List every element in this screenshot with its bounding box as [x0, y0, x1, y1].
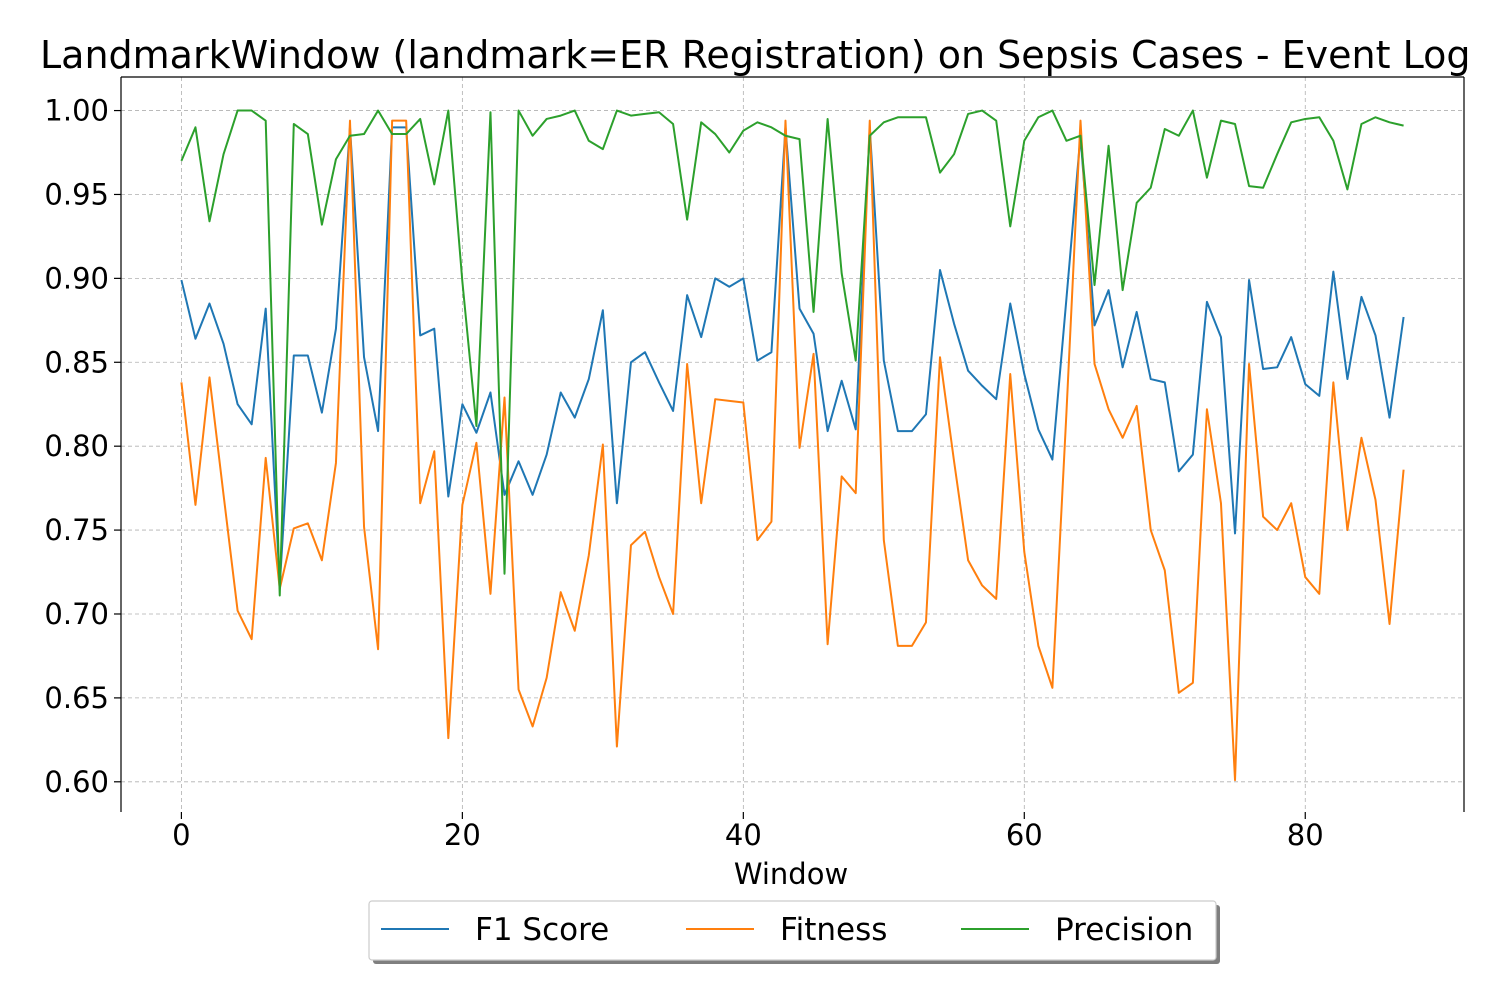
legend-label-f1-score: F1 Score: [475, 912, 609, 948]
axes-spines: [120, 76, 1465, 812]
legend-label-fitness: Fitness: [780, 912, 887, 948]
legend: F1 Score Fitness Precision: [368, 900, 1220, 964]
legend-label-precision: Precision: [1055, 912, 1193, 948]
x-axis-ticks: 0 20 40 60 80: [172, 812, 1324, 852]
y-tick-label: 0.65: [44, 681, 109, 715]
y-tick-label: 0.90: [44, 261, 109, 295]
y-tick-label: 0.60: [44, 765, 109, 799]
legend-box: [368, 900, 1217, 961]
chart-title: LandmarkWindow (landmark=ER Registration…: [40, 33, 1470, 77]
y-tick-label: 0.85: [44, 345, 109, 379]
x-tick-label: 20: [444, 818, 481, 852]
x-axis-label: Window: [734, 857, 848, 891]
y-tick-label: 1.00: [44, 94, 109, 128]
y-axis-ticks: 0.60 0.65 0.70 0.75 0.80 0.85 0.90 0.95 1.00: [44, 94, 121, 799]
gridlines: [121, 77, 1464, 812]
y-tick-label: 0.70: [44, 597, 109, 631]
y-tick-label: 0.95: [44, 177, 109, 211]
y-tick-label: 0.80: [44, 429, 109, 463]
x-tick-label: 80: [1287, 818, 1324, 852]
series-line-precision: [180, 109, 1404, 597]
series-line-f1-score: [180, 126, 1405, 587]
x-tick-label: 40: [725, 818, 762, 852]
x-tick-label: 0: [172, 818, 190, 852]
x-tick-label: 60: [1006, 818, 1043, 852]
y-tick-label: 0.75: [44, 513, 109, 547]
series-line-fitness: [180, 119, 1405, 782]
series-lines: [180, 109, 1405, 782]
